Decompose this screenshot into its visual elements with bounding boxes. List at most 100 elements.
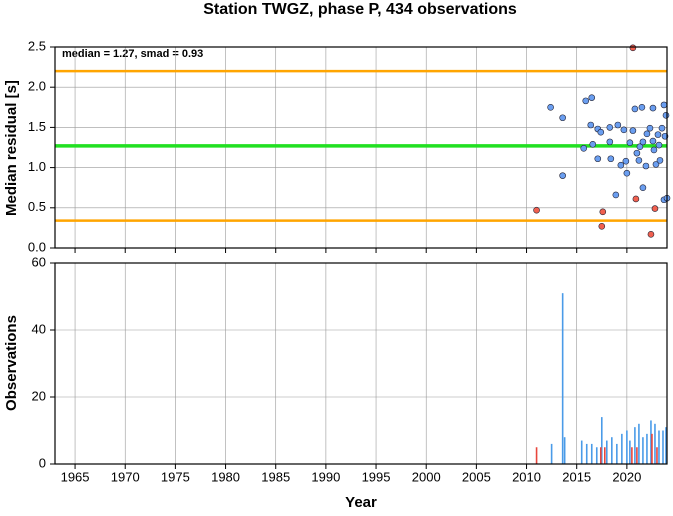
point: [588, 94, 596, 101]
point: [649, 137, 657, 145]
point: [620, 126, 628, 134]
point: [597, 128, 605, 136]
point: [622, 157, 630, 165]
bar: [585, 443, 588, 464]
point: [582, 97, 590, 105]
bar: [603, 447, 606, 464]
bar: [636, 447, 638, 464]
annotation: median = 1.27, smad = 0.93: [62, 48, 203, 60]
y-tick-label: 40: [32, 321, 46, 336]
point: [636, 143, 644, 150]
bar: [600, 417, 603, 464]
plot-frame: [54, 46, 668, 249]
bar: [590, 443, 593, 464]
x-tick-label: 2005: [462, 469, 491, 484]
point: [606, 138, 614, 146]
bar: [629, 440, 631, 464]
point: [599, 208, 607, 216]
x-tick-label: 1995: [362, 469, 391, 484]
x-tick-label: 1965: [61, 469, 90, 484]
point: [594, 155, 602, 163]
x-tick-label: 2020: [612, 469, 641, 484]
point: [533, 206, 540, 214]
bar: [634, 427, 636, 464]
bar: [535, 447, 538, 464]
point: [612, 191, 620, 199]
y-tick-label: 0.5: [28, 199, 46, 214]
bar: [611, 437, 613, 464]
point: [656, 157, 664, 164]
point: [614, 121, 622, 129]
point: [642, 162, 650, 170]
point: [631, 105, 639, 113]
y-axis-label: Observations: [3, 315, 20, 411]
x-tick-label: 1970: [111, 469, 140, 484]
point: [646, 124, 654, 132]
bar: [654, 423, 656, 464]
bar: [563, 437, 566, 464]
y-tick-label: 0.0: [28, 239, 46, 254]
point: [547, 104, 554, 111]
bar: [651, 433, 653, 464]
y-tick-label: 2.0: [28, 79, 46, 94]
bar: [606, 440, 608, 464]
point: [662, 112, 670, 119]
bar: [626, 430, 628, 464]
y-tick-label: 20: [32, 388, 46, 403]
x-tick-label: 1975: [161, 469, 190, 484]
point: [617, 161, 625, 169]
bar: [650, 420, 652, 464]
bar: [638, 423, 640, 464]
x-tick-label: 1990: [311, 469, 340, 484]
point: [650, 146, 658, 154]
x-tick-label: 1985: [261, 469, 290, 484]
bar: [550, 443, 553, 464]
point: [660, 101, 668, 109]
point: [651, 205, 659, 212]
point: [647, 231, 655, 238]
bar: [665, 427, 667, 464]
bar: [642, 437, 644, 464]
point: [626, 139, 634, 146]
point: [559, 172, 566, 179]
bar: [621, 433, 623, 464]
point: [655, 141, 663, 149]
point: [629, 127, 637, 134]
point: [635, 157, 643, 164]
point: [629, 44, 637, 52]
x-tick-label: 2015: [562, 469, 591, 484]
bar: [580, 440, 583, 464]
point: [589, 140, 597, 148]
y-tick-label: 0: [39, 455, 46, 470]
point: [654, 131, 662, 138]
x-tick-label: 2010: [512, 469, 541, 484]
bar: [658, 430, 660, 464]
point: [639, 184, 647, 191]
point: [649, 104, 657, 112]
bar: [616, 443, 618, 464]
x-axis-label: Year: [345, 494, 377, 511]
y-axis-label: Median residual [s]: [3, 80, 20, 216]
point: [633, 149, 641, 157]
point: [587, 121, 595, 129]
y-tick-label: 2.5: [28, 38, 46, 53]
point: [559, 114, 566, 122]
point: [607, 155, 615, 163]
point: [632, 195, 640, 203]
x-tick-label: 1980: [211, 469, 240, 484]
point: [580, 145, 588, 152]
bar: [631, 447, 633, 464]
bar: [561, 293, 564, 464]
chart-title: Station TWGZ, phase P, 434 observations: [203, 1, 517, 18]
y-tick-label: 1.0: [28, 159, 46, 174]
point: [639, 138, 647, 146]
plot-frame: [54, 262, 668, 465]
point: [658, 124, 666, 132]
bar: [595, 447, 598, 464]
point: [598, 222, 606, 230]
point: [606, 124, 614, 131]
point: [623, 169, 631, 177]
point: [638, 104, 646, 111]
point: [643, 130, 651, 138]
